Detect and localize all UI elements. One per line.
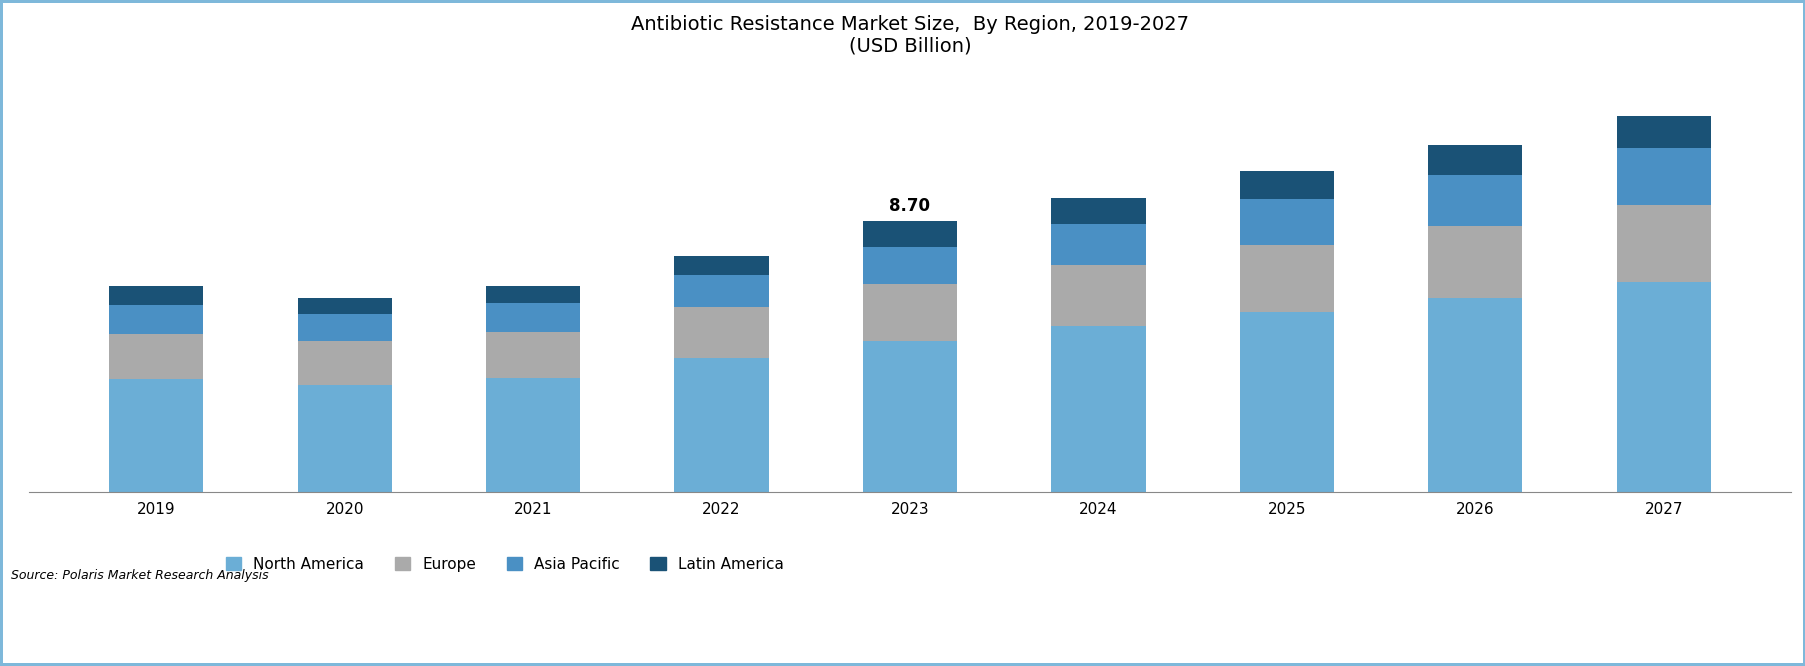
Bar (486, 332, 579, 378)
Bar (1051, 326, 1144, 492)
Bar (1238, 312, 1334, 492)
Bar (1428, 174, 1522, 226)
Text: Source: Polaris Market Research Analysis: Source: Polaris Market Research Analysis (11, 569, 269, 581)
Bar (1051, 264, 1144, 326)
Bar (298, 385, 392, 492)
Bar (1615, 117, 1709, 148)
Title: Antibiotic Resistance Market Size,  By Region, 2019-2027
(USD Billion): Antibiotic Resistance Market Size, By Re… (630, 15, 1188, 56)
Bar (108, 305, 204, 334)
Bar (863, 284, 957, 340)
Bar (673, 256, 769, 275)
Bar (486, 304, 579, 332)
Bar (1615, 204, 1709, 282)
Bar (1238, 245, 1334, 312)
Bar (298, 340, 392, 385)
Bar (1428, 298, 1522, 492)
Bar (108, 286, 204, 305)
Bar (673, 358, 769, 492)
Bar (1051, 224, 1144, 264)
Bar (108, 380, 204, 492)
Bar (486, 378, 579, 492)
Bar (298, 314, 392, 340)
Text: 8.70: 8.70 (890, 197, 930, 215)
Bar (863, 340, 957, 492)
Legend: North America, Europe, Asia Pacific, Latin America: North America, Europe, Asia Pacific, Lat… (220, 551, 789, 578)
Bar (1428, 145, 1522, 174)
Bar (863, 247, 957, 284)
Bar (108, 334, 204, 380)
Bar (863, 220, 957, 247)
Bar (1428, 226, 1522, 298)
Bar (1615, 148, 1709, 204)
Bar (486, 286, 579, 304)
Bar (1238, 199, 1334, 245)
Bar (1238, 171, 1334, 199)
Bar (298, 298, 392, 314)
Bar (673, 275, 769, 307)
Bar (1051, 198, 1144, 224)
Bar (673, 307, 769, 358)
Bar (1615, 282, 1709, 492)
